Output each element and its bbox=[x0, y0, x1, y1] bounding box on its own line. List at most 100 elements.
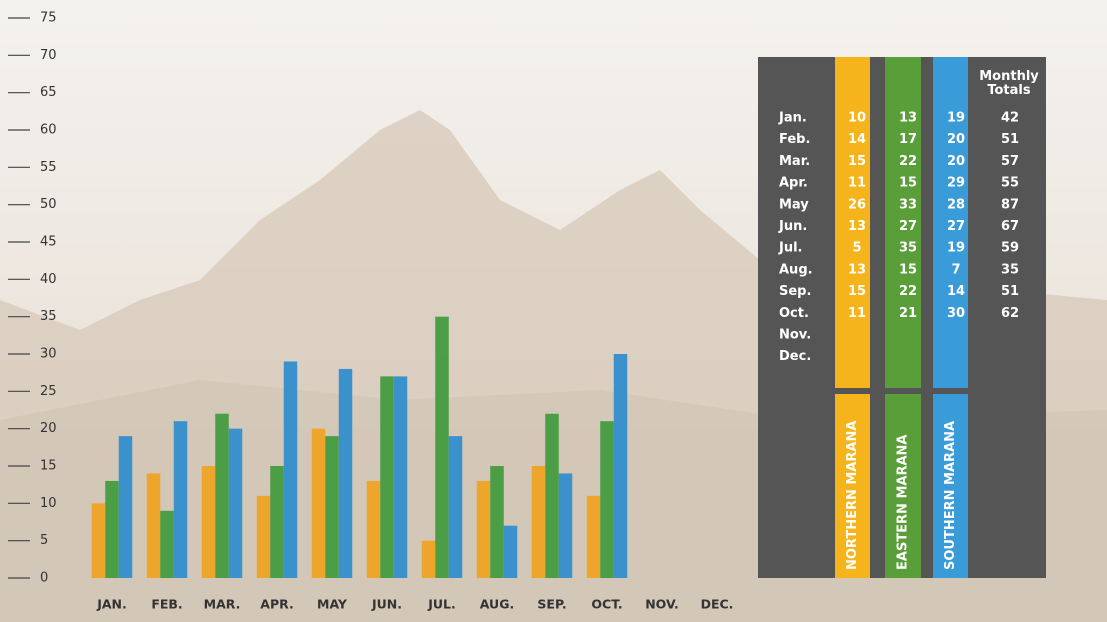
bar bbox=[490, 466, 504, 578]
y-tick-label: 35 bbox=[40, 309, 57, 324]
bar bbox=[105, 480, 119, 578]
col-north-label bbox=[835, 394, 870, 578]
bar bbox=[325, 436, 339, 578]
x-tick-label: FEB. bbox=[151, 597, 182, 612]
y-tick-label: 60 bbox=[40, 123, 57, 138]
y-tick-label: 20 bbox=[40, 421, 57, 436]
row-label: Feb. bbox=[779, 132, 810, 147]
y-tick-label: 65 bbox=[40, 85, 57, 100]
bar bbox=[600, 421, 614, 578]
cell: 22 bbox=[899, 284, 917, 299]
bar bbox=[228, 428, 243, 578]
y-tick-label: 55 bbox=[40, 160, 57, 175]
cell: 33 bbox=[899, 197, 917, 212]
cell: 15 bbox=[899, 176, 917, 191]
row-label: Jul. bbox=[778, 241, 803, 256]
row-label: Sep. bbox=[779, 284, 811, 299]
cell: 19 bbox=[947, 241, 965, 256]
cell: 21 bbox=[899, 306, 917, 321]
series-label: NORTHERN MARANA bbox=[845, 421, 860, 570]
bar bbox=[393, 376, 408, 578]
bar bbox=[91, 503, 106, 578]
cell: 10 bbox=[848, 111, 866, 126]
y-tick-label: 5 bbox=[40, 533, 48, 548]
top-shade bbox=[47, 0, 1073, 50]
x-tick-label: SEP. bbox=[537, 597, 566, 612]
cell: 13 bbox=[848, 219, 866, 234]
cell: 29 bbox=[947, 176, 965, 191]
x-tick-label: DEC. bbox=[701, 597, 734, 612]
cell: 17 bbox=[899, 132, 917, 147]
col-south bbox=[933, 57, 968, 388]
row-label: Mar. bbox=[779, 154, 810, 169]
col-east-label bbox=[885, 394, 921, 578]
cell: 30 bbox=[947, 306, 965, 321]
bar bbox=[118, 436, 133, 578]
cell: 87 bbox=[1001, 197, 1019, 212]
cell: 11 bbox=[848, 176, 866, 191]
x-tick-label: AUG. bbox=[480, 597, 514, 612]
cell: 20 bbox=[947, 154, 965, 169]
cell: 14 bbox=[947, 284, 965, 299]
cell: 14 bbox=[848, 132, 866, 147]
cell: 35 bbox=[1001, 262, 1019, 277]
cell: 27 bbox=[899, 219, 917, 234]
bar bbox=[435, 316, 449, 578]
bar bbox=[160, 510, 174, 578]
series-label: SOUTHERN MARANA bbox=[943, 421, 958, 570]
y-tick-label: 30 bbox=[40, 347, 57, 362]
cell: 22 bbox=[899, 154, 917, 169]
bar bbox=[311, 428, 326, 578]
y-tick-label: 0 bbox=[40, 571, 48, 586]
y-tick-label: 50 bbox=[40, 197, 57, 212]
y-tick-label: 70 bbox=[40, 48, 57, 63]
bar bbox=[586, 495, 601, 578]
bar bbox=[366, 480, 381, 578]
row-label: Dec. bbox=[779, 349, 811, 364]
x-tick-label: JUL. bbox=[427, 597, 456, 612]
totals-header: Monthly Totals bbox=[979, 69, 1039, 98]
x-tick-label: MAR. bbox=[204, 597, 241, 612]
x-tick-label: NOV. bbox=[645, 597, 679, 612]
bar bbox=[558, 473, 573, 578]
row-label: Oct. bbox=[779, 306, 809, 321]
cell: 13 bbox=[899, 111, 917, 126]
y-tick-label: 25 bbox=[40, 384, 57, 399]
bar bbox=[476, 480, 491, 578]
y-tick-label: 10 bbox=[40, 496, 57, 511]
cell: 27 bbox=[947, 219, 965, 234]
cell: 15 bbox=[848, 154, 866, 169]
x-tick-label: JAN. bbox=[96, 597, 127, 612]
cell: 59 bbox=[1001, 241, 1019, 256]
bar bbox=[503, 525, 518, 578]
bar bbox=[421, 540, 436, 578]
cell: 62 bbox=[1001, 306, 1019, 321]
col-north bbox=[835, 57, 870, 388]
bar bbox=[173, 421, 188, 578]
bar bbox=[283, 361, 298, 578]
y-tick-label: 45 bbox=[40, 235, 57, 250]
bar bbox=[256, 495, 271, 578]
x-tick-label: OCT. bbox=[591, 597, 622, 612]
cell: 57 bbox=[1001, 154, 1019, 169]
bar bbox=[215, 413, 229, 578]
cell: 5 bbox=[852, 241, 861, 256]
x-tick-label: MAY bbox=[317, 597, 348, 612]
cell: 19 bbox=[947, 111, 965, 126]
row-label: Apr. bbox=[779, 176, 808, 191]
cell: 51 bbox=[1001, 284, 1019, 299]
row-label: Jun. bbox=[778, 219, 807, 234]
cell: 51 bbox=[1001, 132, 1019, 147]
row-label: Jan. bbox=[778, 111, 807, 126]
cell: 20 bbox=[947, 132, 965, 147]
table-panel bbox=[91, 57, 1046, 578]
row-label: Nov. bbox=[779, 328, 811, 343]
row-label: Aug. bbox=[779, 262, 813, 277]
cell: 11 bbox=[848, 306, 866, 321]
cell: 26 bbox=[848, 197, 866, 212]
x-tick-label: APR. bbox=[260, 597, 293, 612]
cell: 7 bbox=[951, 262, 960, 277]
bar bbox=[613, 354, 628, 578]
col-south-label bbox=[933, 394, 968, 578]
